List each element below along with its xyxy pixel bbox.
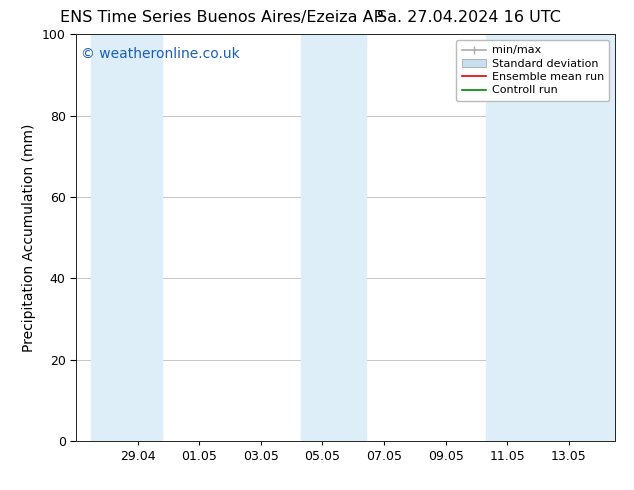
Text: Sa. 27.04.2024 16 UTC: Sa. 27.04.2024 16 UTC <box>377 10 561 25</box>
Bar <box>91 34 162 441</box>
Text: ENS Time Series Buenos Aires/Ezeiza AP: ENS Time Series Buenos Aires/Ezeiza AP <box>60 10 384 25</box>
Y-axis label: Precipitation Accumulation (mm): Precipitation Accumulation (mm) <box>22 123 36 352</box>
Bar <box>301 34 366 441</box>
Bar <box>486 34 615 441</box>
Text: © weatheronline.co.uk: © weatheronline.co.uk <box>81 47 240 60</box>
Legend: min/max, Standard deviation, Ensemble mean run, Controll run: min/max, Standard deviation, Ensemble me… <box>456 40 609 101</box>
